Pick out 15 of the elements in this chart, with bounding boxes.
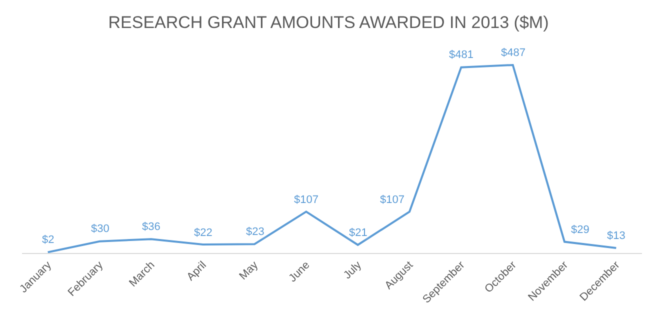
data-label: $22 (194, 227, 212, 239)
data-label: $481 (449, 49, 474, 61)
data-label: $107 (380, 194, 404, 206)
chart-title: RESEARCH GRANT AMOUNTS AWARDED IN 2013 ($M) (108, 12, 549, 32)
x-tick-label: May (237, 258, 261, 282)
data-label: $36 (142, 221, 160, 233)
data-label: $13 (607, 230, 626, 242)
data-label: $30 (91, 223, 110, 235)
data-label: $23 (246, 226, 264, 238)
data-label: $107 (294, 194, 318, 206)
data-label: $29 (571, 224, 590, 236)
data-label: $2 (42, 234, 54, 246)
data-label: $21 (349, 227, 368, 239)
data-label: $487 (501, 47, 526, 59)
x-tick-label: July (342, 258, 364, 282)
